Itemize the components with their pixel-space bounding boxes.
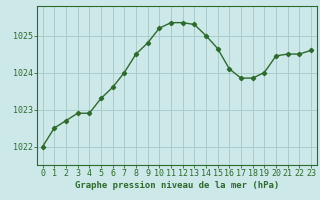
X-axis label: Graphe pression niveau de la mer (hPa): Graphe pression niveau de la mer (hPa) (75, 181, 279, 190)
